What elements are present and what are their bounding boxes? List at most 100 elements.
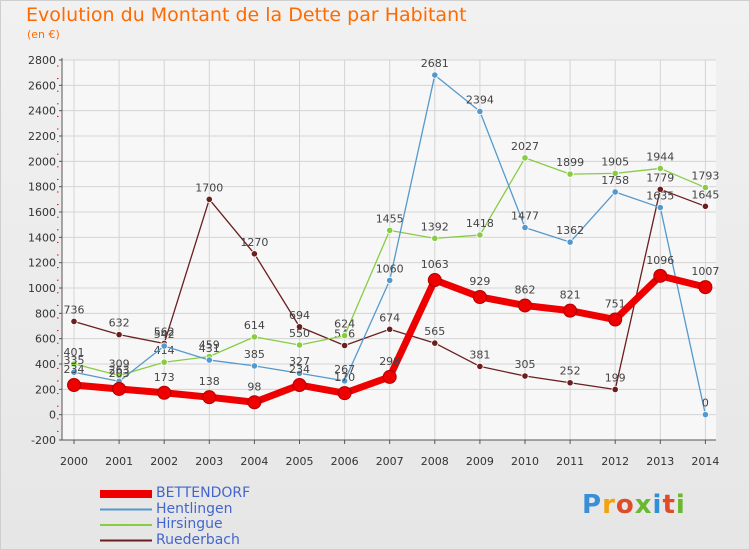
data-label: 565	[424, 325, 445, 338]
data-point	[67, 378, 81, 393]
data-point	[431, 71, 439, 79]
data-point	[656, 185, 664, 193]
data-point	[611, 188, 619, 196]
data-point	[611, 169, 619, 177]
y-tick-label: 2000	[28, 155, 56, 168]
data-label: 821	[560, 289, 581, 302]
data-point	[70, 368, 78, 376]
data-point	[382, 369, 397, 384]
data-point	[656, 164, 664, 173]
data-point	[337, 386, 352, 401]
data-point	[250, 362, 258, 370]
data-label: 1418	[466, 217, 494, 230]
data-point	[472, 289, 487, 304]
data-label: 1700	[195, 181, 223, 194]
data-point	[295, 341, 304, 349]
data-label: 1899	[556, 156, 584, 169]
data-label: 170	[334, 371, 355, 384]
data-point	[250, 250, 258, 258]
x-tick-label: 2010	[511, 455, 539, 468]
data-label: 2394	[466, 93, 494, 106]
y-tick-label: 2200	[28, 130, 56, 143]
data-label: 263	[109, 363, 130, 376]
x-tick-label: 2011	[556, 455, 584, 468]
data-point	[202, 390, 217, 405]
y-tick-label: -200	[31, 434, 56, 447]
data-label: 1793	[691, 170, 719, 183]
y-tick-label: 1000	[28, 282, 56, 295]
data-point	[295, 323, 304, 331]
data-label: 562	[154, 325, 175, 338]
data-point	[205, 356, 213, 364]
data-label: 1455	[376, 212, 404, 225]
data-label: 614	[244, 319, 265, 332]
x-tick-label: 2008	[421, 455, 449, 468]
data-point	[521, 223, 529, 232]
y-tick-label: 600	[35, 333, 56, 346]
data-label: 0	[702, 397, 709, 410]
data-point	[250, 333, 258, 341]
y-tick-label: 1400	[28, 231, 56, 244]
x-tick-label: 2006	[331, 455, 359, 468]
logo-letter: i	[675, 490, 686, 520]
data-label: 1944	[646, 150, 674, 163]
data-point	[521, 372, 529, 380]
data-point	[521, 154, 529, 162]
y-tick-label: 800	[35, 307, 56, 320]
data-point	[431, 234, 439, 242]
legend-entry: Hirsingue	[156, 516, 223, 532]
data-label: 234	[64, 363, 85, 376]
legend-entry: Hentlingen	[156, 500, 233, 517]
data-point	[70, 317, 78, 326]
x-tick-label: 2005	[286, 455, 314, 468]
logo-letter: o	[615, 490, 635, 520]
data-label: 2027	[511, 140, 539, 153]
data-point	[608, 312, 623, 327]
data-point	[247, 395, 262, 410]
data-point	[386, 226, 394, 234]
data-label: 327	[289, 355, 310, 368]
data-label: 138	[199, 375, 220, 388]
data-label: 199	[605, 371, 626, 384]
y-tick-label: 1200	[28, 257, 56, 270]
data-point	[563, 303, 578, 318]
y-tick-label: 200	[35, 383, 56, 396]
data-label: 751	[605, 298, 626, 311]
x-tick-label: 2003	[195, 455, 223, 468]
data-label: 1905	[601, 155, 629, 168]
y-tick-label: 2400	[28, 105, 56, 118]
data-label: 550	[289, 327, 310, 340]
data-label: 862	[515, 283, 536, 296]
data-label: 1063	[421, 258, 449, 271]
data-label: 1645	[691, 188, 719, 201]
data-point	[70, 360, 78, 368]
data-label: 2681	[421, 57, 449, 70]
logo-letter: i	[652, 490, 663, 520]
chart-title: Evolution du Montant de la Dette par Hab…	[26, 4, 467, 26]
data-label: 1007	[691, 265, 719, 278]
data-point	[292, 378, 307, 393]
logo-letter: x	[634, 490, 653, 520]
data-point	[518, 298, 532, 313]
x-tick-label: 2001	[105, 455, 133, 468]
data-point	[157, 385, 172, 400]
data-point	[386, 276, 394, 284]
logo-letter: r	[602, 490, 616, 520]
data-label: 401	[64, 346, 85, 359]
logo-letter: P	[582, 490, 603, 520]
data-point	[115, 331, 123, 339]
data-label: 1096	[646, 254, 674, 267]
y-tick-label: 400	[35, 358, 56, 371]
y-tick-label: 0	[49, 409, 56, 422]
data-point	[340, 341, 349, 350]
x-tick-label: 2000	[60, 455, 88, 468]
data-label: 624	[334, 318, 355, 331]
data-point	[698, 280, 713, 295]
data-point	[386, 325, 394, 333]
y-tick-label: 1800	[28, 181, 56, 194]
data-point	[566, 238, 574, 246]
x-tick-label: 2002	[150, 455, 178, 468]
data-label: 632	[109, 317, 130, 330]
chart-subtitle: (en €)	[27, 28, 60, 41]
